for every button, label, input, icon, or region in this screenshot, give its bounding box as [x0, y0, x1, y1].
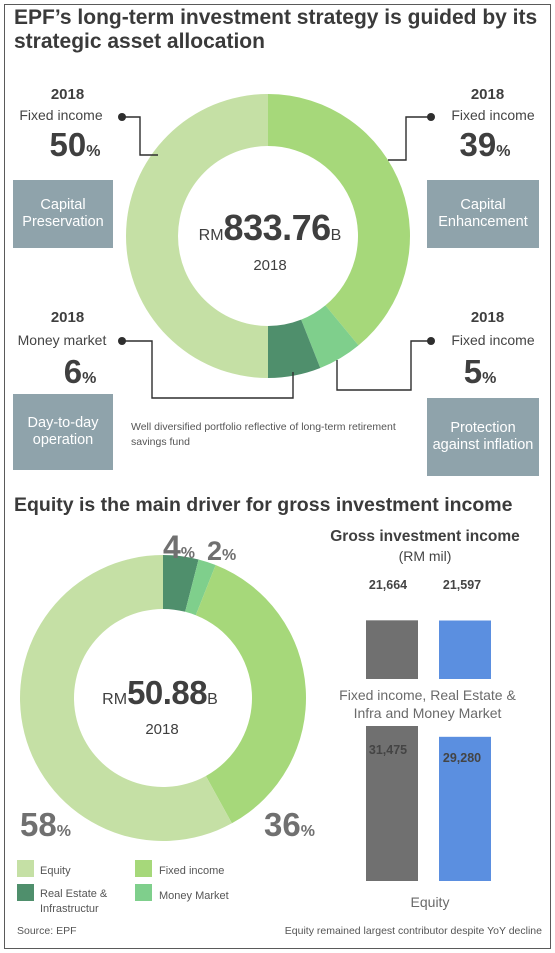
- leader-line: [122, 340, 294, 399]
- income-total: RM50.88B: [102, 674, 218, 711]
- bar-2018: [439, 620, 491, 679]
- income-year: 2018: [145, 721, 179, 738]
- allocation-percent: 6%: [63, 353, 97, 390]
- source-note: Source: EPF: [17, 925, 77, 937]
- capital-preservation-box: Capital Preservation: [13, 180, 113, 248]
- group-caption: Equity: [410, 894, 450, 910]
- slice-real-estate: [163, 555, 199, 612]
- allocation-percent: 50%: [49, 126, 101, 163]
- day-to-day-operation-box: Day-to-day operation: [13, 394, 113, 470]
- bar-2017: [366, 620, 418, 679]
- bar-chart-title: Gross investment income: [330, 528, 520, 545]
- bar-value-label: 21,597: [442, 578, 482, 592]
- bar-value-label: 31,475: [368, 743, 408, 757]
- category-label: Fixed income: [451, 107, 535, 123]
- capital-enhancement-box: Capital Enhancement: [427, 180, 539, 248]
- category-label: Fixed income: [19, 107, 103, 123]
- year-label: 2018: [470, 309, 505, 326]
- bar-2017: [366, 726, 418, 881]
- slice-capital-preservation: [126, 94, 268, 378]
- income-bar-chart: [366, 620, 491, 881]
- legend-swatch: [17, 884, 34, 901]
- leader-line: [336, 340, 431, 391]
- year-label: 2018: [470, 86, 505, 103]
- income-donut: [19, 555, 306, 841]
- second-title: Equity is the main driver for gross inve…: [14, 494, 513, 516]
- allocation-percent: 39%: [459, 126, 511, 163]
- slice-equity: [19, 555, 232, 841]
- leader-line: [388, 116, 431, 161]
- footer-note: Equity remained largest contributor desp…: [284, 925, 542, 937]
- income-percent: 4%: [163, 529, 196, 565]
- bar-value-label: 21,664: [368, 578, 408, 592]
- legend-swatch: [17, 860, 34, 877]
- allocation-total: RM833.76B: [198, 207, 342, 248]
- leader-line: [122, 116, 158, 156]
- allocation-donut: [126, 94, 411, 378]
- legend-label: Real Estate & Infrastructur: [40, 888, 108, 915]
- allocation-percent: 5%: [463, 353, 497, 390]
- legend-label: Money Market: [159, 890, 229, 902]
- bar-value-label: 29,280: [442, 751, 482, 765]
- leader-lines: [118, 113, 435, 399]
- year-label: 2018: [50, 309, 85, 326]
- year-label: 2018: [50, 86, 85, 103]
- infographic-frame: [4, 4, 551, 949]
- protection-against-inflation-box: Protection against inflation: [427, 398, 539, 476]
- slice-fixed-income: [195, 565, 306, 824]
- slice-protection-against-inflation: [301, 305, 359, 369]
- allocation-year: 2018: [253, 257, 287, 274]
- category-label: Fixed income: [451, 332, 535, 348]
- bar-chart-unit: (RM mil): [398, 548, 452, 564]
- portfolio-note: Well diversified portfolio reflective of…: [131, 421, 396, 449]
- bar-2018: [439, 736, 491, 881]
- legend-swatch: [135, 860, 152, 877]
- slice-money-market: [185, 559, 216, 616]
- legend-label: Fixed income: [159, 865, 225, 877]
- legend-swatch: [135, 884, 152, 901]
- category-label: Money market: [17, 332, 107, 348]
- slice-capital-enhancement: [268, 94, 411, 346]
- legend-label: Equity: [40, 865, 71, 877]
- income-percent: 2%: [207, 536, 237, 566]
- slice-money-market: [268, 319, 321, 378]
- group-caption: Fixed income, Real Estate & Infra and Mo…: [339, 687, 516, 722]
- income-percent: 36%: [264, 806, 315, 843]
- main-title: EPF’s long-term investment strategy is g…: [14, 6, 538, 53]
- income-percent: 58%: [20, 806, 71, 843]
